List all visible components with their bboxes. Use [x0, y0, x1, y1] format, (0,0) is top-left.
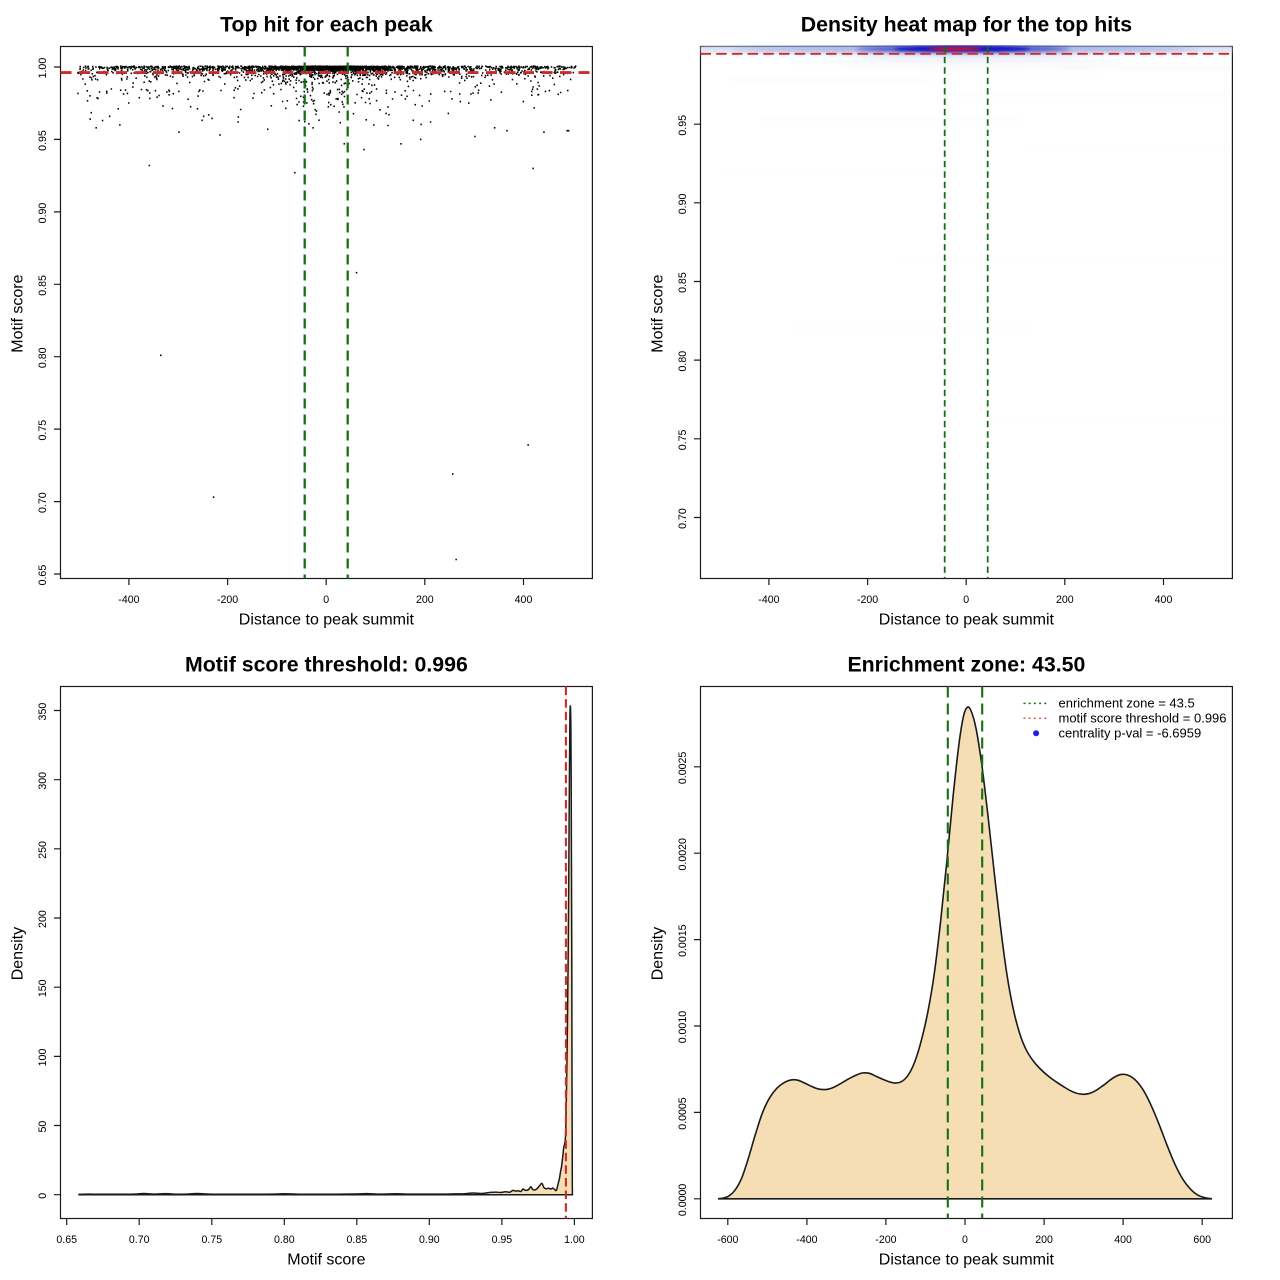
svg-text:0.75: 0.75 — [677, 429, 689, 450]
svg-text:200: 200 — [1056, 594, 1074, 606]
svg-text:200: 200 — [1035, 1234, 1053, 1246]
svg-text:100: 100 — [37, 1049, 49, 1067]
svg-text:enrichment zone = 43.5: enrichment zone = 43.5 — [1059, 696, 1195, 711]
svg-text:1.00: 1.00 — [37, 58, 49, 79]
svg-text:50: 50 — [37, 1121, 49, 1133]
svg-text:0.95: 0.95 — [37, 130, 49, 151]
svg-text:300: 300 — [37, 772, 49, 790]
svg-text:-200: -200 — [875, 1234, 896, 1246]
svg-text:0.75: 0.75 — [37, 420, 49, 441]
svg-text:-200: -200 — [217, 594, 238, 606]
svg-text:0.95: 0.95 — [492, 1234, 513, 1246]
svg-text:Motif score: Motif score — [9, 274, 26, 352]
svg-text:Distance to peak summit: Distance to peak summit — [239, 612, 415, 629]
svg-text:Top hit for each peak: Top hit for each peak — [220, 13, 433, 37]
svg-text:Density heat map for the top h: Density heat map for the top hits — [801, 13, 1132, 37]
svg-text:0.85: 0.85 — [37, 275, 49, 296]
svg-text:0.90: 0.90 — [419, 1234, 440, 1246]
svg-text:0.70: 0.70 — [37, 492, 49, 513]
svg-text:Distance to peak summit: Distance to peak summit — [879, 1252, 1055, 1269]
svg-text:200: 200 — [416, 594, 434, 606]
svg-text:Density: Density — [649, 927, 666, 980]
svg-text:Motif score threshold: 0.996: Motif score threshold: 0.996 — [185, 653, 468, 677]
svg-text:-400: -400 — [118, 594, 139, 606]
svg-text:0.0015: 0.0015 — [677, 924, 689, 957]
svg-text:0.85: 0.85 — [346, 1234, 367, 1246]
svg-text:0: 0 — [37, 1193, 49, 1199]
svg-text:350: 350 — [37, 703, 49, 721]
svg-text:200: 200 — [37, 910, 49, 928]
svg-text:Enrichment zone: 43.50: Enrichment zone: 43.50 — [847, 653, 1085, 677]
svg-text:1.00: 1.00 — [564, 1234, 585, 1246]
svg-text:Distance to peak summit: Distance to peak summit — [879, 612, 1055, 629]
svg-text:400: 400 — [1155, 594, 1173, 606]
svg-text:Density: Density — [9, 927, 26, 980]
svg-text:0: 0 — [962, 1234, 968, 1246]
svg-text:Motif score: Motif score — [287, 1252, 365, 1269]
svg-text:600: 600 — [1193, 1234, 1211, 1246]
svg-text:Motif score: Motif score — [649, 274, 666, 352]
svg-text:400: 400 — [1114, 1234, 1132, 1246]
svg-text:0.80: 0.80 — [37, 347, 49, 368]
svg-text:250: 250 — [37, 841, 49, 859]
svg-text:0.0020: 0.0020 — [677, 838, 689, 871]
svg-text:0.65: 0.65 — [56, 1234, 77, 1246]
svg-text:0.80: 0.80 — [274, 1234, 295, 1246]
svg-text:0.0025: 0.0025 — [677, 752, 689, 785]
svg-text:-200: -200 — [857, 594, 878, 606]
svg-text:0.0010: 0.0010 — [677, 1011, 689, 1044]
svg-text:0.70: 0.70 — [129, 1234, 150, 1246]
svg-text:0.90: 0.90 — [677, 193, 689, 214]
svg-text:0.65: 0.65 — [37, 565, 49, 586]
svg-text:150: 150 — [37, 979, 49, 997]
svg-text:0.80: 0.80 — [677, 351, 689, 372]
svg-text:-400: -400 — [758, 594, 779, 606]
svg-text:0.90: 0.90 — [37, 203, 49, 224]
svg-text:centrality p-val = -6.6959: centrality p-val = -6.6959 — [1059, 726, 1202, 741]
svg-text:0.0000: 0.0000 — [677, 1184, 689, 1217]
svg-text:0.95: 0.95 — [677, 115, 689, 136]
svg-text:0.0005: 0.0005 — [677, 1097, 689, 1130]
svg-text:-600: -600 — [717, 1234, 738, 1246]
svg-text:motif score threshold = 0.996: motif score threshold = 0.996 — [1059, 711, 1227, 726]
svg-text:0: 0 — [323, 594, 329, 606]
svg-text:400: 400 — [515, 594, 533, 606]
svg-text:0.70: 0.70 — [677, 508, 689, 529]
svg-text:0.75: 0.75 — [201, 1234, 222, 1246]
svg-text:0.85: 0.85 — [677, 272, 689, 293]
svg-text:-400: -400 — [796, 1234, 817, 1246]
svg-text:0: 0 — [963, 594, 969, 606]
